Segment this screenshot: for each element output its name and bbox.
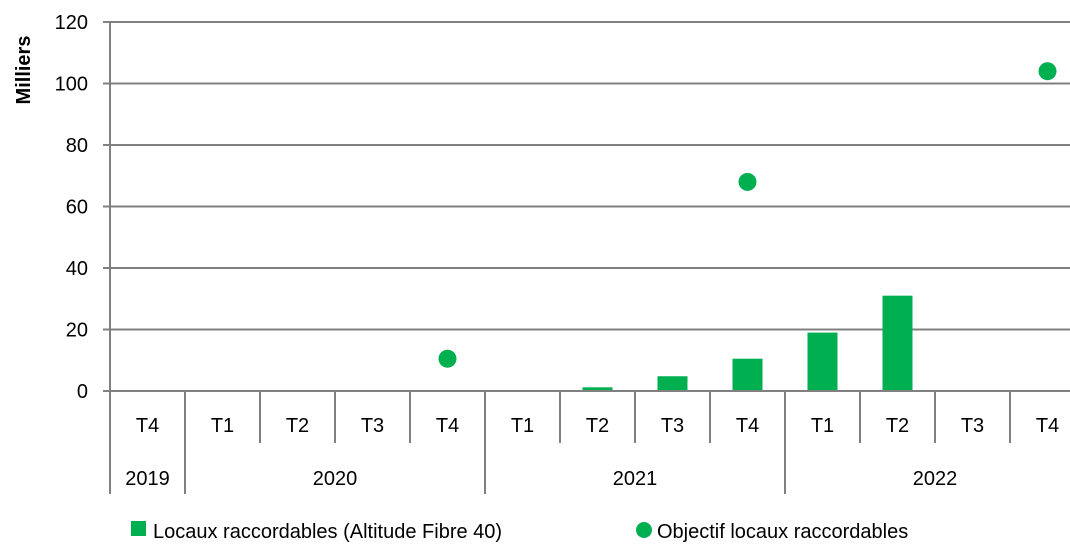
x-year-label: 2020	[313, 468, 358, 490]
bar	[732, 358, 763, 391]
y-tick-label: 120	[55, 12, 88, 34]
x-tick-label: T1	[511, 415, 534, 437]
x-tick-label: T4	[136, 415, 159, 437]
x-year-label: 2022	[913, 468, 958, 490]
bar	[657, 376, 688, 391]
legend-swatch-points	[636, 522, 652, 538]
x-tick-label: T3	[961, 415, 984, 437]
x-axis: T4 T1 T2 T3 T4 T1 T2 T3 T4 T1 T2 T3 T4 2019 2020 2021 20…	[109, 390, 1070, 494]
legend: Locaux raccordables (Altitude Fibre 40) …	[131, 521, 908, 543]
data-point	[738, 172, 757, 191]
legend-label-points: Objectif locaux raccordables	[657, 521, 908, 543]
scatter-series	[438, 62, 1057, 368]
y-tick-label: 40	[66, 258, 88, 280]
x-tick-label: T1	[211, 415, 234, 437]
x-year-label: 2021	[613, 468, 658, 490]
y-tick-label: 100	[55, 74, 88, 96]
y-axis-label: Milliers	[13, 36, 35, 105]
x-tick-label: T3	[361, 415, 384, 437]
legend-label-bars: Locaux raccordables (Altitude Fibre 40)	[153, 521, 502, 543]
x-tick-label: T4	[736, 415, 759, 437]
bar	[582, 387, 613, 391]
x-tick-label: T4	[1036, 415, 1059, 437]
y-tick-label: 20	[66, 320, 88, 342]
x-tick-label: T2	[286, 415, 309, 437]
legend-swatch-bars	[131, 521, 146, 536]
x-tick-label: T4	[436, 415, 459, 437]
data-point	[1038, 62, 1057, 81]
y-axis-ticks: 0 20 40 60 80 100 120	[55, 12, 111, 403]
data-point	[438, 349, 457, 368]
x-tick-label: T1	[811, 415, 834, 437]
x-tick-label: T3	[661, 415, 684, 437]
x-tick-label: T2	[586, 415, 609, 437]
x-year-label: 2019	[125, 468, 170, 490]
bar	[882, 295, 913, 391]
gridlines	[110, 21, 1070, 331]
x-tick-label: T2	[886, 415, 909, 437]
y-tick-label: 60	[66, 197, 88, 219]
y-tick-label: 0	[77, 381, 88, 403]
y-tick-label: 80	[66, 135, 88, 157]
bar	[807, 332, 838, 391]
bar-series	[582, 295, 913, 391]
